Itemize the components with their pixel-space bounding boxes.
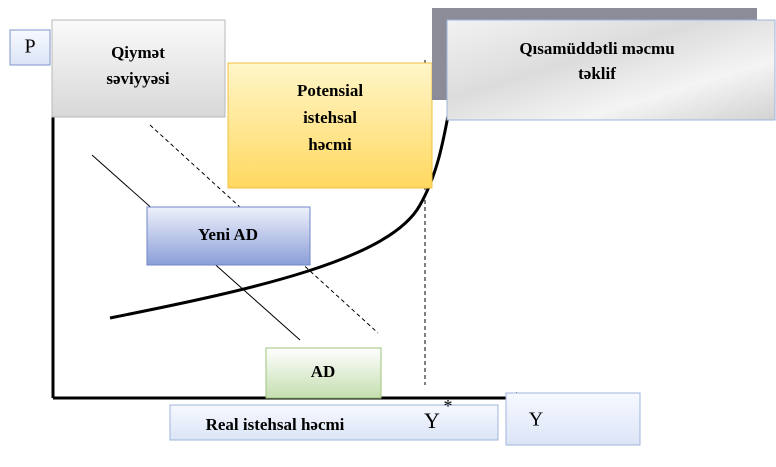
x-star-base: Y [424, 408, 440, 433]
y-title: səviyyəsi [106, 69, 170, 88]
y-title: Qiymət [111, 43, 165, 62]
sras-label: Qısamüddətli məcmu [519, 39, 674, 58]
ad-label: AD [311, 362, 336, 381]
potential-box [227, 62, 433, 189]
x-label: Y [529, 409, 543, 431]
potential-label: istehsal [303, 108, 357, 127]
potential-label: həcmi [308, 135, 352, 154]
ad-box [265, 347, 382, 399]
price-box [51, 19, 226, 118]
new-ad-label: Yeni AD [198, 225, 258, 244]
new-ad-box [146, 206, 311, 266]
x-title-box [169, 404, 499, 441]
potential-label: Potensial [297, 81, 363, 100]
sras-label: təklif [578, 64, 616, 83]
x-star-sup: * [444, 396, 453, 416]
x-title: Real istehsal həcmi [206, 415, 345, 434]
y-label: P [24, 36, 35, 58]
sras-curve [109, 94, 454, 320]
p-box [9, 29, 51, 66]
x-label-box [505, 392, 641, 446]
sras-box [446, 19, 776, 121]
